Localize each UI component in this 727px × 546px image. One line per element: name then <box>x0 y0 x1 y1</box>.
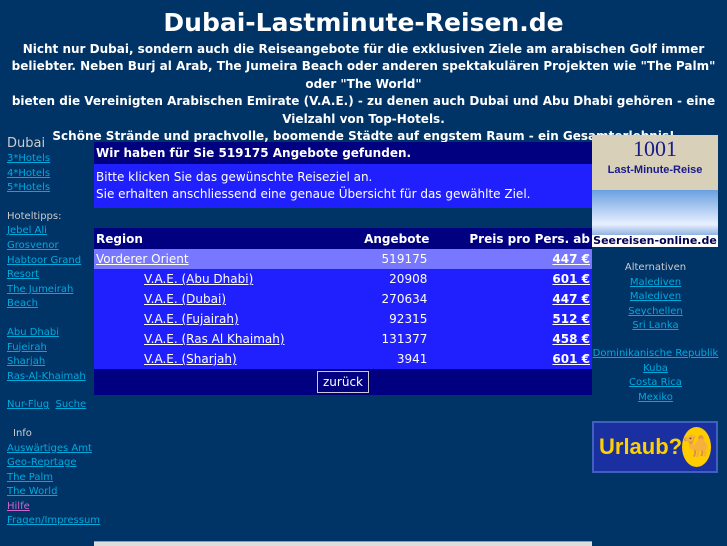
region-link[interactable]: Vorderer Orient <box>96 252 189 266</box>
last-minute-ad-banner[interactable]: 1001 Last-Minute-Reise <box>592 135 718 190</box>
results-count: Wir haben für Sie 519175 Angebote gefund… <box>94 142 592 164</box>
offers-count: 131377 <box>381 332 428 346</box>
link-4-star-hotels[interactable]: 4*Hotels <box>7 167 51 179</box>
camel-icon: 🐪 <box>682 427 711 468</box>
link-mexiko[interactable]: Mexiko <box>638 391 673 403</box>
link-jebel-ali[interactable]: Jebel Ali <box>7 225 47 237</box>
link-impressum[interactable]: Fragen/Impressum <box>7 515 101 527</box>
region-link[interactable]: V.A.E. (Fujairah) <box>144 312 239 326</box>
info-label: Info <box>13 427 32 439</box>
link-grosvenor[interactable]: Grosvenor <box>7 239 59 251</box>
ad-number: 1001 <box>633 136 677 161</box>
hotel-tips-label: Hoteltipps: <box>7 210 62 222</box>
link-5-star-hotels[interactable]: 5*Hotels <box>7 182 51 194</box>
link-kuba[interactable]: Kuba <box>643 362 668 374</box>
region-link[interactable]: V.A.E. (Abu Dhabi) <box>144 272 254 286</box>
table-row: Vorderer Orient 519175 447 € <box>94 249 592 269</box>
results-table: Region Angebote Preis pro Pers. ab Vorde… <box>94 228 592 369</box>
offers-count: 3941 <box>396 352 428 366</box>
link-seychellen[interactable]: Seychellen <box>628 305 683 317</box>
alternatives-label: Alternativen <box>624 262 687 273</box>
link-suche[interactable]: Suche <box>55 399 87 411</box>
link-jumeirah-beach[interactable]: The Jumeirah Beach <box>7 283 74 310</box>
table-row: V.A.E. (Sharjah) 3941 601 € <box>94 349 592 369</box>
link-habtoor-grand[interactable]: Habtoor Grand Resort <box>7 254 82 281</box>
instruction-line: Bitte klicken Sie das gewünschte Reisezi… <box>96 170 373 184</box>
region-link[interactable]: V.A.E. (Sharjah) <box>144 352 237 366</box>
price-link[interactable]: 601 € <box>552 352 590 366</box>
left-sidebar: Dubai 3*Hotels 4*Hotels 5*Hotels Hotelti… <box>7 136 101 529</box>
sidebar-heading: Dubai <box>7 136 46 151</box>
cruise-ad-banner[interactable]: Seereisen-online.de <box>592 190 718 247</box>
link-auswaertiges-amt[interactable]: Auswärtiges Amt <box>7 442 92 454</box>
price-link[interactable]: 447 € <box>552 252 590 266</box>
link-abu-dhabi[interactable]: Abu Dhabi <box>7 326 59 338</box>
link-geo-reportage[interactable]: Geo-Reprtage <box>7 457 77 469</box>
back-button[interactable]: zurück <box>317 371 369 393</box>
ad-text: Last-Minute-Reise <box>607 164 703 176</box>
offers-count: 270634 <box>381 292 428 306</box>
table-row: V.A.E. (Abu Dhabi) 20908 601 € <box>94 269 592 289</box>
link-sri-lanka[interactable]: Sri Lanka <box>632 320 679 332</box>
offers-count: 92315 <box>389 312 428 326</box>
price-link[interactable]: 601 € <box>552 272 590 286</box>
instructions: Bitte klicken Sie das gewünschte Reisezi… <box>94 164 592 208</box>
offers-count: 519175 <box>342 249 432 269</box>
instruction-line: Sie erhalten anschliessend eine genaue Ü… <box>96 187 531 201</box>
intro-line: beliebter. Neben Burj al Arab, The Jumei… <box>11 59 716 91</box>
intro-line: Schöne Strände und prachvolle, boomende … <box>52 129 675 144</box>
urlaub-banner[interactable]: Urlaub? 🐪 <box>592 421 718 474</box>
main-content: Wir haben für Sie 519175 Angebote gefund… <box>94 142 592 395</box>
link-malediven-2[interactable]: Malediven <box>629 291 682 303</box>
link-hilfe[interactable]: Hilfe <box>7 500 30 512</box>
intro-line: bieten die Vereinigten Arabischen Emirat… <box>11 94 716 126</box>
table-row: V.A.E. (Ras Al Khaimah) 131377 458 € <box>94 329 592 349</box>
table-row: V.A.E. (Fujairah) 92315 512 € <box>94 309 592 329</box>
banner-text: Urlaub? <box>599 434 683 460</box>
offers-count: 20908 <box>389 272 428 286</box>
region-link[interactable]: V.A.E. (Ras Al Khaimah) <box>144 332 285 346</box>
price-link[interactable]: 458 € <box>552 332 590 346</box>
intro-line: Nicht nur Dubai, sondern auch die Reisea… <box>22 42 705 56</box>
col-region: Region <box>94 228 343 249</box>
link-3-star-hotels[interactable]: 3*Hotels <box>7 153 51 164</box>
link-nur-flug[interactable]: Nur-Flug <box>7 399 50 411</box>
table-header: Region Angebote Preis pro Pers. ab <box>94 228 592 249</box>
link-costa-rica[interactable]: Costa Rica <box>629 377 682 389</box>
col-offers: Angebote <box>342 228 432 249</box>
link-ras-al-khaimah[interactable]: Ras-Al-Khaimah <box>7 370 86 382</box>
horizontal-scrollbar[interactable] <box>94 541 592 546</box>
price-link[interactable]: 447 € <box>552 292 590 306</box>
intro-text: Nicht nur Dubai, sondern auch die Reisea… <box>10 41 717 145</box>
link-the-world[interactable]: The World <box>7 486 58 498</box>
back-row: zurück <box>94 369 592 395</box>
link-sharjah[interactable]: Sharjah <box>7 356 46 368</box>
ad-text: Seereisen-online.de <box>592 234 718 247</box>
link-the-palm[interactable]: The Palm <box>7 471 54 483</box>
price-link[interactable]: 512 € <box>552 312 590 326</box>
col-price: Preis pro Pers. ab <box>431 228 592 249</box>
region-link[interactable]: V.A.E. (Dubai) <box>144 292 227 306</box>
link-fujeirah[interactable]: Fujeirah <box>7 341 47 353</box>
link-malediven[interactable]: Malediven <box>629 276 682 288</box>
link-dominikanische-republik[interactable]: Dominikanische Republik <box>592 347 719 359</box>
right-sidebar: 1001 Last-Minute-Reise Seereisen-online.… <box>592 135 719 474</box>
table-row: V.A.E. (Dubai) 270634 447 € <box>94 289 592 309</box>
page-title: Dubai-Lastminute-Reisen.de <box>163 8 564 37</box>
